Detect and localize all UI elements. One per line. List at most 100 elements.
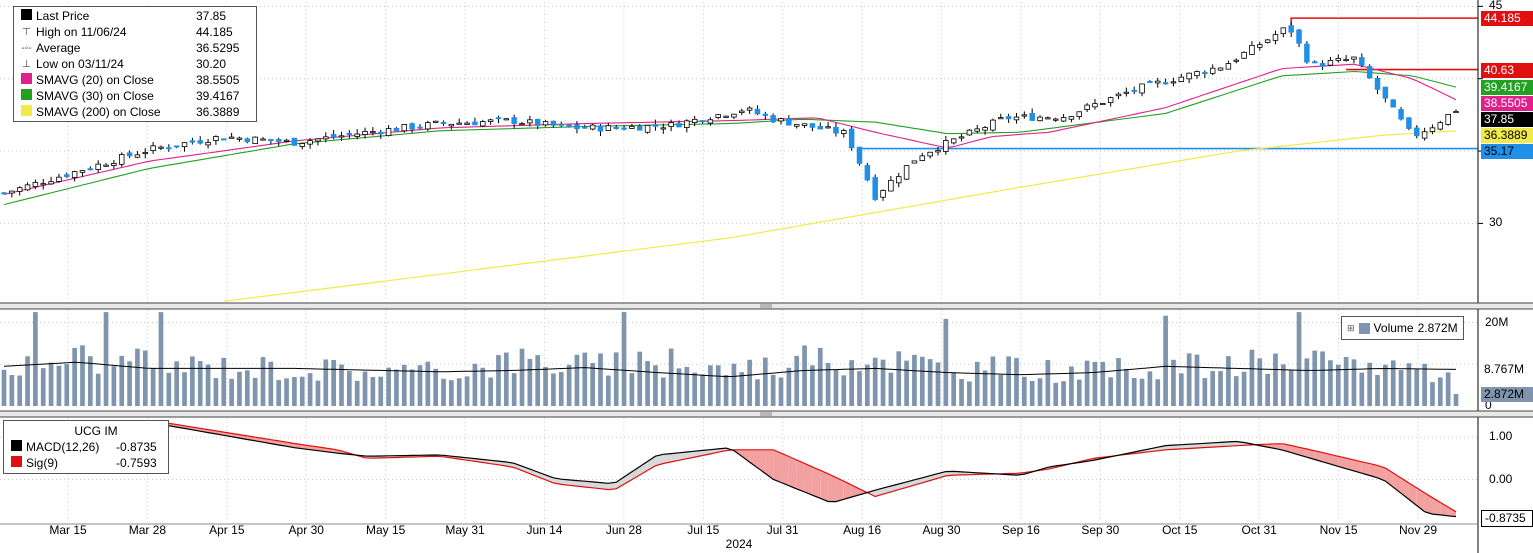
macd-fill	[1416, 487, 1425, 512]
volume-bar	[276, 380, 282, 406]
macd-fill	[1338, 456, 1347, 469]
volume-bar	[166, 372, 172, 406]
macd-fill	[1448, 507, 1456, 517]
volume-bar	[142, 350, 148, 406]
candle-up	[1327, 60, 1334, 66]
candle-up	[966, 129, 973, 136]
candle-up	[668, 122, 674, 127]
volume-bar	[1312, 350, 1318, 406]
macd-fill	[569, 479, 577, 487]
volume-bar	[1422, 363, 1427, 406]
macd-fill	[1212, 442, 1221, 448]
signal-line	[153, 420, 1457, 513]
candle-down	[1131, 89, 1137, 92]
candle-up	[723, 115, 729, 118]
candle-down	[1162, 82, 1169, 85]
volume-bar	[1029, 381, 1035, 406]
candle-up	[1351, 56, 1357, 60]
volume-bar	[598, 353, 603, 406]
volume-bar	[825, 362, 831, 406]
volume-bar	[849, 360, 854, 406]
expand-icon[interactable]: ⊞	[1347, 323, 1355, 333]
candle-up	[150, 145, 156, 152]
legend-label: Sig(9)	[26, 456, 59, 470]
volume-bar	[935, 362, 941, 406]
volume-bar	[252, 377, 258, 406]
candle-up	[644, 124, 651, 133]
volume-bar	[292, 377, 297, 406]
volume-bar	[1194, 354, 1200, 406]
volume-bar	[833, 369, 839, 406]
candle-up	[527, 119, 533, 124]
volume-bar	[621, 312, 627, 406]
volume-legend-label: Volume	[1373, 321, 1414, 335]
candle-up	[480, 121, 486, 127]
volume-bar	[394, 369, 399, 406]
volume-bar	[1273, 353, 1278, 406]
candle-up	[958, 136, 965, 139]
volume-bar	[111, 366, 117, 406]
volume-bar	[1328, 360, 1333, 406]
candle-up	[9, 190, 15, 194]
volume-bar	[1084, 360, 1090, 406]
candle-up	[32, 181, 39, 187]
volume-bar	[150, 368, 156, 406]
x-axis-label: Jun 14	[526, 523, 563, 537]
volume-bar	[1257, 358, 1263, 406]
candle-up	[1013, 116, 1020, 121]
x-axis-label: May 31	[445, 523, 485, 537]
candle-up	[299, 143, 305, 147]
macd-fill	[1322, 452, 1331, 465]
volume-bar	[708, 365, 713, 406]
candle-up	[1194, 71, 1200, 77]
macd-fill	[631, 466, 640, 480]
candle-up	[448, 123, 455, 127]
legend-value: -0.7593	[116, 456, 157, 470]
volume-bar	[1304, 358, 1310, 406]
candle-up	[1257, 44, 1263, 48]
candle-up	[927, 151, 933, 157]
candle-down	[1359, 57, 1365, 66]
candle-up	[1068, 116, 1075, 120]
candle-down	[699, 120, 706, 123]
candle-down	[1296, 29, 1302, 44]
macd-fill	[1424, 492, 1433, 515]
macd-fill	[804, 463, 813, 496]
price-axis-tick-label: 45	[1489, 0, 1503, 13]
red-square-icon	[7, 455, 26, 471]
candle-up	[903, 165, 910, 180]
volume-bar	[1069, 366, 1074, 406]
volume-bar	[299, 376, 305, 406]
candle-down	[268, 139, 274, 142]
volume-bar	[668, 348, 674, 406]
volume-bar	[1320, 351, 1325, 406]
candle-down	[817, 125, 824, 130]
volume-bar	[80, 345, 85, 406]
volume-bar	[653, 365, 658, 406]
x-axis-label: Mar 28	[128, 523, 167, 537]
candle-down	[87, 168, 94, 171]
volume-bar	[103, 312, 109, 406]
macd-fill	[1408, 482, 1417, 506]
price-tag: 44.185	[1481, 11, 1533, 27]
volume-bar	[1155, 379, 1161, 406]
volume-bar	[1006, 356, 1011, 406]
candle-up	[982, 127, 988, 131]
candle-up	[519, 123, 525, 126]
x-axis-label: Nov 15	[1319, 523, 1358, 537]
volume-bar	[480, 367, 486, 406]
macd-fill	[678, 452, 687, 461]
candle-down	[613, 126, 619, 129]
volume-bar	[1, 369, 7, 406]
macd-fill	[773, 449, 782, 483]
volume-bar	[959, 378, 964, 406]
legend-value: 39.4167	[196, 89, 240, 103]
volume-average-line	[3, 361, 1457, 378]
candle-down	[550, 120, 557, 126]
macd-fill	[1369, 463, 1378, 478]
candle-up	[425, 122, 431, 130]
volume-bar	[87, 356, 93, 406]
macd-fill	[1181, 444, 1190, 449]
volume-bar	[1351, 359, 1357, 406]
